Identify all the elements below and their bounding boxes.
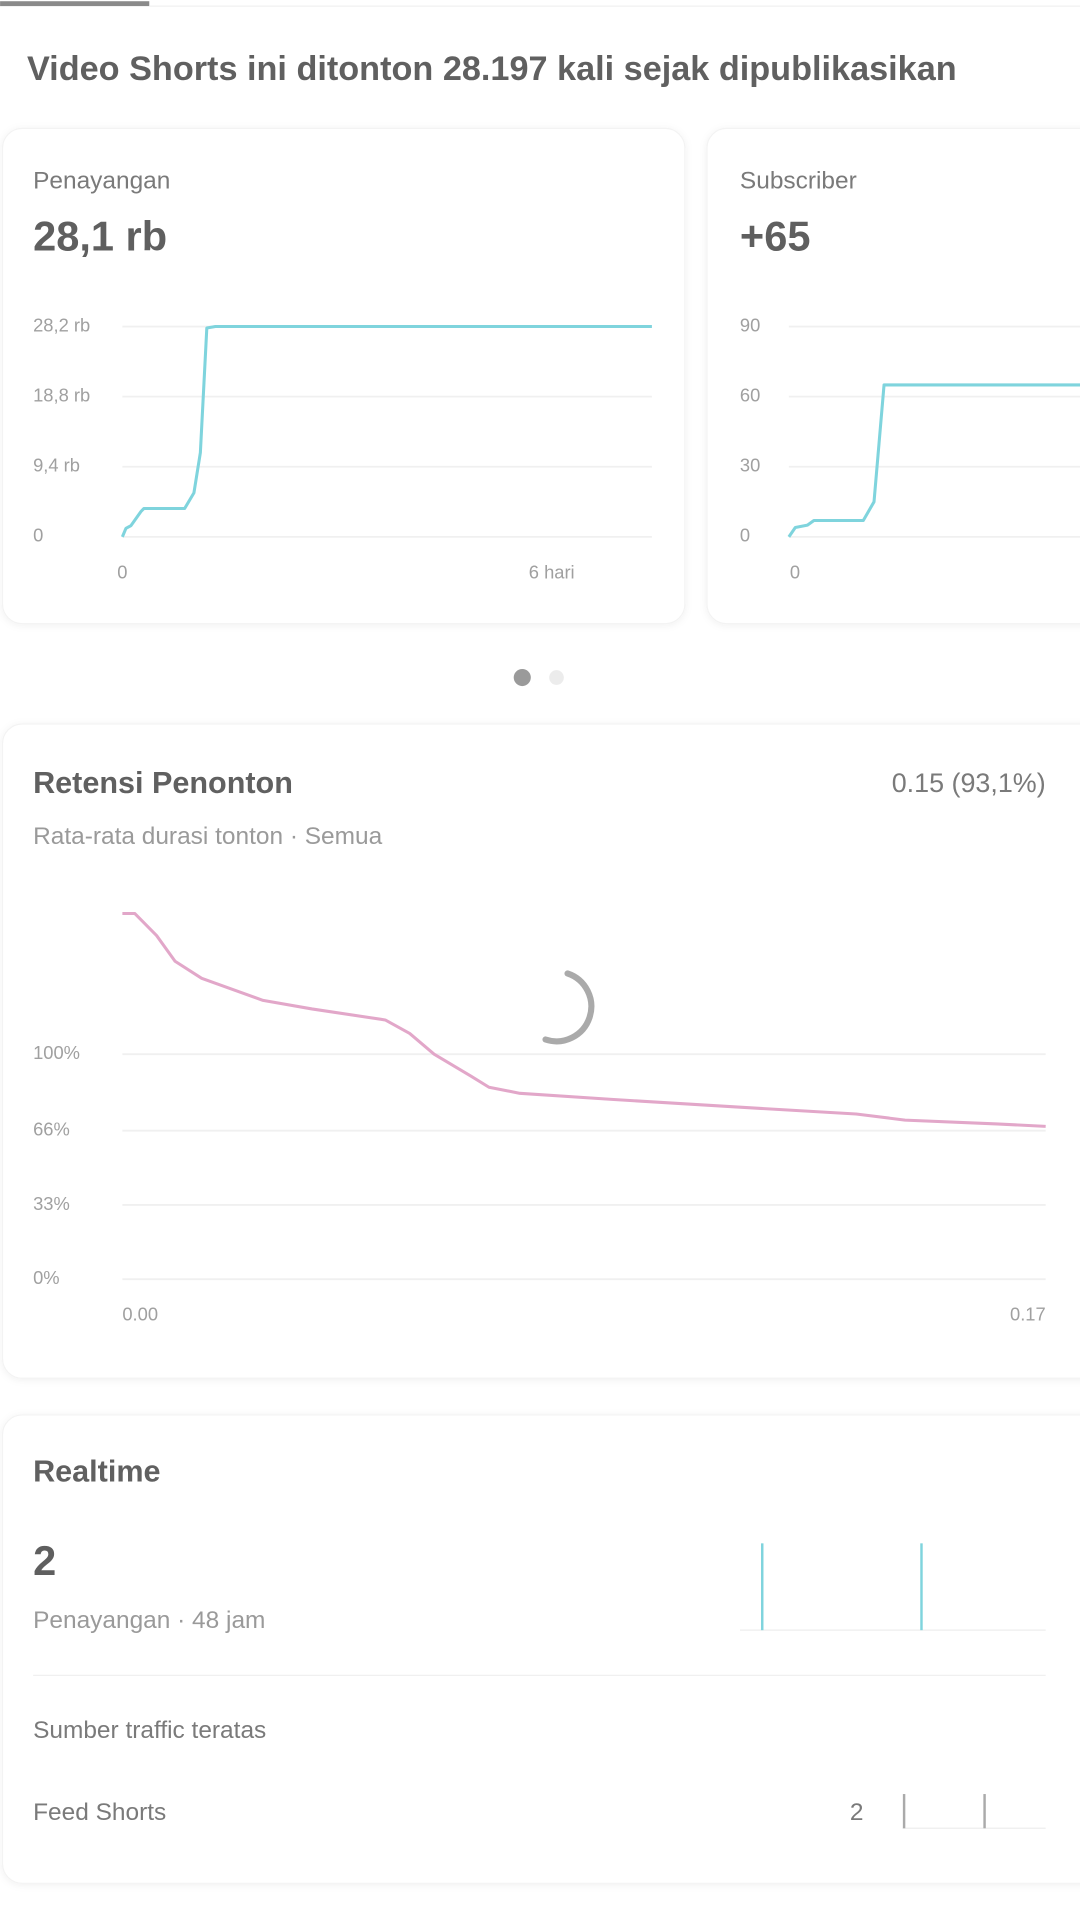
section-title: Realtime (33, 1455, 160, 1489)
card-value: 28,1 rb (33, 213, 167, 260)
traffic-name: Feed Shorts (33, 1799, 166, 1826)
bar (902, 1794, 906, 1829)
bar (761, 1543, 764, 1631)
card[interactable] (1, 1414, 1080, 1884)
realtime-value: 2 (33, 1537, 56, 1584)
x-tick-label: 0 (790, 561, 800, 582)
card-label: Penayangan (33, 168, 170, 195)
tab-indicator (0, 1, 150, 7)
header-title: Video Shorts ini ditonton 28.197 kali se… (27, 50, 957, 88)
y-tick-label: 0 (740, 525, 750, 546)
realtime-caption: Penayangan · 48 jam (33, 1607, 265, 1634)
section-title: Retensi Penonton (33, 766, 293, 800)
data-line (787, 383, 1080, 538)
card[interactable] (706, 127, 1080, 625)
page-dot[interactable] (549, 670, 564, 685)
y-tick-label: 66% (33, 1119, 70, 1140)
y-tick-label: 100% (33, 1042, 80, 1063)
x-tick-label: 0.00 (122, 1304, 158, 1325)
y-tick-label: 90 (740, 314, 760, 335)
chart: 0 30 60 90 0 (740, 314, 1080, 582)
y-tick-label: 0 (33, 525, 43, 546)
x-tick-label: 6 hari (529, 561, 575, 582)
y-tick-label: 30 (740, 455, 760, 476)
chart (761, 1543, 923, 1631)
bar (920, 1543, 923, 1631)
chart (902, 1794, 986, 1829)
traffic-value: 2 (850, 1799, 864, 1826)
data-line (122, 912, 1046, 1128)
card-label: Subscriber (740, 168, 857, 195)
retention-summary: 0.15 (93,1%) (892, 768, 1046, 798)
loading-spinner (542, 970, 595, 1045)
x-tick-label: 0 (117, 561, 127, 582)
card (1, 723, 1080, 1379)
y-tick-label: 0% (33, 1267, 59, 1288)
y-tick-label: 28,2 rb (33, 314, 90, 335)
traffic-title: Sumber traffic teratas (33, 1717, 266, 1744)
chart: 0% 33% 66% 100% 0.00 0.17 (33, 912, 1046, 1325)
bar (983, 1794, 986, 1829)
y-tick-label: 9,4 rb (33, 455, 80, 476)
card[interactable] (1, 127, 686, 625)
card-value: +65 (740, 213, 811, 260)
y-tick-label: 60 (740, 384, 760, 405)
y-tick-label: 33% (33, 1193, 70, 1214)
chart: 0 9,4 rb 18,8 rb 28,2 rb 0 6 hari (33, 314, 652, 582)
x-tick-label: 0.17 (1010, 1304, 1046, 1325)
data-line (120, 324, 652, 538)
section-subtitle: Rata-rata durasi tonton · Semua (33, 823, 383, 850)
page-dot-active[interactable] (513, 668, 531, 687)
y-tick-label: 18,8 rb (33, 384, 90, 405)
